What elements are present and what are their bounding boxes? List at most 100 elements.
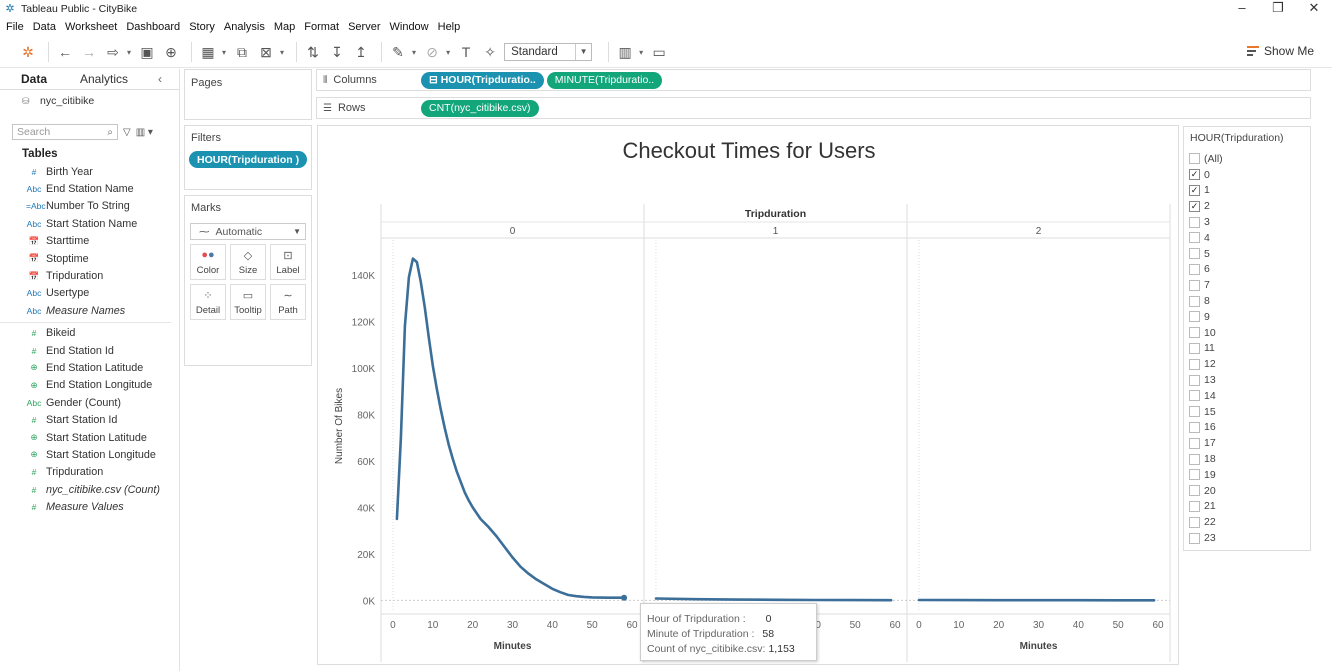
checkbox-unchecked-icon[interactable] (1189, 311, 1200, 323)
view-options-icon[interactable]: ▥ ▾ (135, 126, 153, 138)
checkbox-checked-icon[interactable]: ✓ (1189, 184, 1200, 196)
menu-map[interactable]: Map (273, 21, 296, 33)
filter-option[interactable]: ✓ 0 (1184, 167, 1310, 183)
filter-fields-icon[interactable]: ▽ (123, 126, 131, 138)
tableau-home-icon[interactable]: ✲ (22, 43, 34, 60)
field-item[interactable]: # Start Station Id (0, 411, 179, 428)
field-item[interactable]: =Abc Number To String (0, 198, 179, 215)
field-item[interactable]: ⊕ End Station Latitude (0, 359, 179, 376)
field-item[interactable]: ⊕ End Station Longitude (0, 377, 179, 394)
checkbox-unchecked-icon[interactable] (1189, 500, 1200, 512)
field-item[interactable]: ⊕ Start Station Latitude (0, 429, 179, 446)
filter-option[interactable]: 21 (1184, 499, 1310, 515)
new-datasource-icon[interactable]: ⊕ (165, 43, 177, 60)
menu-worksheet[interactable]: Worksheet (64, 21, 118, 33)
dropdown-arrow-icon[interactable]: ▾ (222, 47, 227, 57)
restore-button[interactable]: ❐ (1272, 0, 1284, 15)
filter-pill[interactable]: HOUR(Tripduration ) (189, 151, 308, 168)
field-item[interactable]: Abc Start Station Name (0, 215, 179, 232)
sort-ascending-icon[interactable]: ↧ (331, 43, 343, 60)
checkbox-unchecked-icon[interactable] (1189, 469, 1200, 481)
save-icon[interactable]: ▣ (140, 43, 154, 60)
pages-card[interactable]: Pages (184, 69, 312, 120)
minimize-button[interactable]: – (1238, 0, 1246, 15)
mark-path-button[interactable]: ∼ Path (270, 284, 306, 320)
mark-type-select[interactable]: ⁓ Automatic ▼ (190, 223, 306, 240)
menu-help[interactable]: Help (437, 21, 461, 33)
filter-option[interactable]: 18 (1184, 451, 1310, 467)
menu-dashboard[interactable]: Dashboard (126, 21, 181, 33)
sort-descending-icon[interactable]: ↥ (355, 43, 367, 60)
filter-option[interactable]: 3 (1184, 214, 1310, 230)
checkbox-unchecked-icon[interactable] (1189, 279, 1200, 291)
filter-option[interactable]: 6 (1184, 262, 1310, 278)
checkbox-unchecked-icon[interactable] (1189, 485, 1200, 497)
checkbox-unchecked-icon[interactable] (1189, 216, 1200, 228)
checkbox-unchecked-icon[interactable] (1189, 263, 1200, 275)
checkbox-unchecked-icon[interactable] (1189, 295, 1200, 307)
filter-option[interactable]: 16 (1184, 420, 1310, 436)
filter-option[interactable]: 11 (1184, 341, 1310, 357)
filter-option[interactable]: 20 (1184, 483, 1310, 499)
mark-label-button[interactable]: ⊡ Label (270, 244, 306, 280)
duplicate-sheet-icon[interactable]: ⧉ (237, 43, 248, 60)
mark-color-button[interactable]: ●● Color (190, 244, 226, 280)
menu-story[interactable]: Story (189, 21, 215, 33)
menu-window[interactable]: Window (389, 21, 429, 33)
filter-option[interactable]: 4 (1184, 230, 1310, 246)
undo-icon[interactable]: ← (58, 44, 72, 60)
dropdown-arrow-icon[interactable]: ▾ (412, 47, 417, 57)
checkbox-unchecked-icon[interactable] (1189, 406, 1200, 418)
filter-option[interactable]: 15 (1184, 404, 1310, 420)
checkbox-unchecked-icon[interactable] (1189, 390, 1200, 402)
show-me-button[interactable]: Show Me (1246, 44, 1314, 58)
mark-tooltip-button[interactable]: ▭ Tooltip (230, 284, 266, 320)
filter-option[interactable]: 14 (1184, 388, 1310, 404)
close-button[interactable]: ✕ (1308, 0, 1320, 15)
tab-data[interactable]: Data (20, 72, 47, 86)
filters-card[interactable]: Filters HOUR(Tripduration ) (184, 125, 312, 190)
presentation-mode-icon[interactable]: ▭ (652, 43, 666, 60)
field-item[interactable]: # Birth Year (0, 163, 179, 180)
checkbox-checked-icon[interactable]: ✓ (1189, 200, 1200, 212)
tab-analytics[interactable]: Analytics ‹ (68, 69, 168, 89)
field-item[interactable]: ⊕ Start Station Longitude (0, 446, 179, 463)
menu-file[interactable]: File (6, 21, 24, 33)
filter-option[interactable]: 5 (1184, 246, 1310, 262)
rows-pill-count[interactable]: CNT(nyc_citibike.csv) (421, 99, 539, 117)
dropdown-arrow-icon[interactable]: ▾ (127, 47, 132, 57)
field-item[interactable]: # Tripduration (0, 464, 179, 481)
checkbox-unchecked-icon[interactable] (1189, 358, 1200, 370)
checkbox-unchecked-icon[interactable] (1189, 327, 1200, 339)
checkbox-checked-icon[interactable]: ✓ (1189, 169, 1200, 181)
search-input[interactable]: Search ⌕ (12, 124, 118, 140)
field-item[interactable]: Abc Measure Names (0, 302, 179, 319)
filter-option[interactable]: 13 (1184, 372, 1310, 388)
menu-server[interactable]: Server (348, 21, 381, 33)
chart-view[interactable]: Checkout Times for Users Tripduration 0 1 2… (317, 125, 1179, 665)
group-members-icon[interactable]: ⊘ (426, 43, 438, 60)
checkbox-unchecked-icon[interactable] (1189, 532, 1200, 544)
mark-detail-button[interactable]: ⁘ Detail (190, 284, 226, 320)
show-mark-labels-icon[interactable]: T (461, 44, 471, 60)
filter-option[interactable]: ✓ 1 (1184, 183, 1310, 199)
checkbox-unchecked-icon[interactable] (1189, 437, 1200, 449)
fix-axes-icon[interactable]: ✧ (484, 43, 496, 60)
highlight-icon[interactable]: ✎ (392, 43, 404, 60)
filter-option[interactable]: 9 (1184, 309, 1310, 325)
mark-size-button[interactable]: ◇ Size (230, 244, 266, 280)
dropdown-arrow-icon[interactable]: ▾ (639, 47, 644, 57)
checkbox-unchecked-icon[interactable] (1189, 153, 1200, 165)
field-item[interactable]: # Measure Values (0, 498, 179, 515)
field-item[interactable]: # Bikeid (0, 325, 179, 342)
menu-analysis[interactable]: Analysis (223, 21, 265, 33)
clear-sheet-icon[interactable]: ⊠ (260, 43, 272, 60)
field-item[interactable]: Abc Gender (Count) (0, 394, 179, 411)
checkbox-unchecked-icon[interactable] (1189, 232, 1200, 244)
filter-option[interactable]: ✓ 2 (1184, 198, 1310, 214)
columns-pill-hour[interactable]: ⊟ HOUR(Tripduratio.. (421, 71, 544, 89)
field-item[interactable]: 📅 Starttime (0, 233, 179, 250)
filter-option[interactable]: 10 (1184, 325, 1310, 341)
replay-icon[interactable]: ⇨ (107, 43, 119, 60)
